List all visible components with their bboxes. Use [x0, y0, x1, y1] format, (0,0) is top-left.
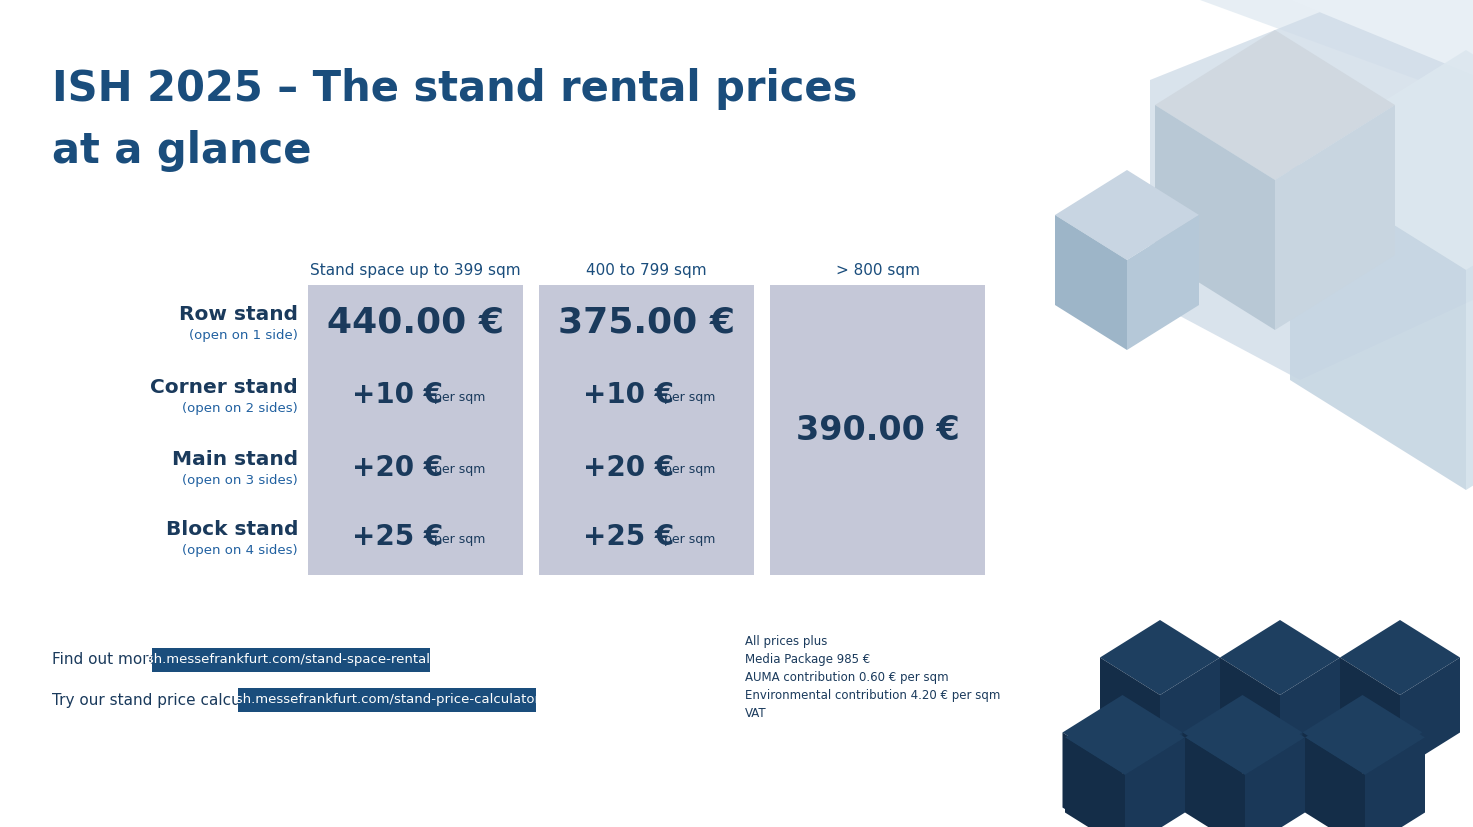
Polygon shape — [1365, 738, 1424, 827]
Polygon shape — [1062, 733, 1122, 827]
Polygon shape — [1100, 657, 1161, 770]
Text: Block stand: Block stand — [165, 520, 298, 539]
Text: All prices plus: All prices plus — [745, 635, 828, 648]
Text: (open on 1 side): (open on 1 side) — [189, 329, 298, 342]
Text: ish.messefrankfurt.com/stand-space-rentals: ish.messefrankfurt.com/stand-space-renta… — [144, 653, 437, 667]
Polygon shape — [1150, 0, 1473, 380]
Polygon shape — [1466, 160, 1473, 490]
Polygon shape — [1305, 700, 1424, 775]
Polygon shape — [1200, 0, 1473, 100]
Polygon shape — [1340, 620, 1460, 695]
Polygon shape — [1302, 733, 1363, 827]
Polygon shape — [1155, 105, 1276, 330]
Text: +10 €: +10 € — [352, 381, 443, 409]
Polygon shape — [1220, 620, 1340, 695]
Polygon shape — [1065, 738, 1125, 827]
Polygon shape — [1161, 657, 1220, 770]
FancyBboxPatch shape — [770, 285, 985, 575]
Text: +20 €: +20 € — [583, 454, 675, 481]
Polygon shape — [1399, 657, 1460, 770]
Text: Row stand: Row stand — [180, 305, 298, 324]
Text: per sqm: per sqm — [433, 533, 485, 546]
Polygon shape — [1183, 733, 1243, 827]
Text: Main stand: Main stand — [172, 450, 298, 469]
Text: 400 to 799 sqm: 400 to 799 sqm — [586, 263, 707, 278]
Text: per sqm: per sqm — [664, 463, 716, 476]
Polygon shape — [1305, 738, 1365, 827]
Text: at a glance: at a glance — [52, 130, 311, 172]
Polygon shape — [1065, 700, 1184, 775]
Polygon shape — [1062, 695, 1183, 770]
Polygon shape — [1055, 170, 1199, 260]
Text: Try our stand price calculator:: Try our stand price calculator: — [52, 692, 281, 708]
Text: (open on 2 sides): (open on 2 sides) — [183, 402, 298, 414]
Text: ISH 2025 – The stand rental prices: ISH 2025 – The stand rental prices — [52, 68, 857, 110]
Polygon shape — [1290, 0, 1473, 75]
Text: 440.00 €: 440.00 € — [327, 306, 504, 340]
Polygon shape — [1363, 733, 1423, 827]
Text: 390.00 €: 390.00 € — [795, 414, 959, 447]
Polygon shape — [1290, 160, 1466, 490]
FancyBboxPatch shape — [239, 688, 536, 712]
Text: (open on 3 sides): (open on 3 sides) — [183, 474, 298, 487]
Polygon shape — [1127, 215, 1199, 350]
Text: per sqm: per sqm — [433, 463, 485, 476]
Polygon shape — [1155, 30, 1395, 180]
Polygon shape — [1184, 738, 1245, 827]
Polygon shape — [1100, 620, 1220, 695]
Polygon shape — [1340, 657, 1399, 770]
Text: Stand space up to 399 sqm: Stand space up to 399 sqm — [311, 263, 521, 278]
Text: Find out more:: Find out more: — [52, 653, 164, 667]
Text: +20 €: +20 € — [352, 454, 443, 481]
Text: +10 €: +10 € — [583, 381, 675, 409]
Polygon shape — [1055, 215, 1127, 350]
Polygon shape — [1276, 105, 1395, 330]
FancyBboxPatch shape — [308, 285, 523, 575]
Text: > 800 sqm: > 800 sqm — [835, 263, 919, 278]
Polygon shape — [1243, 733, 1302, 827]
Polygon shape — [1220, 657, 1280, 770]
Polygon shape — [1125, 738, 1184, 827]
Text: per sqm: per sqm — [433, 390, 485, 404]
Text: (open on 4 sides): (open on 4 sides) — [183, 544, 298, 557]
FancyBboxPatch shape — [152, 648, 430, 672]
Polygon shape — [1302, 695, 1423, 770]
Text: VAT: VAT — [745, 707, 766, 720]
Text: AUMA contribution 0.60 € per sqm: AUMA contribution 0.60 € per sqm — [745, 671, 949, 684]
Text: ish.messefrankfurt.com/stand-price-calculator: ish.messefrankfurt.com/stand-price-calcu… — [233, 694, 541, 706]
Text: Environmental contribution 4.20 € per sqm: Environmental contribution 4.20 € per sq… — [745, 689, 1000, 702]
Text: Media Package 985 €: Media Package 985 € — [745, 653, 871, 666]
Polygon shape — [1183, 695, 1302, 770]
Polygon shape — [1245, 738, 1305, 827]
FancyBboxPatch shape — [539, 285, 754, 575]
Text: Corner stand: Corner stand — [150, 378, 298, 397]
Text: per sqm: per sqm — [664, 390, 716, 404]
Polygon shape — [1184, 700, 1305, 775]
Text: per sqm: per sqm — [664, 533, 716, 546]
Text: +25 €: +25 € — [583, 523, 675, 552]
Polygon shape — [1122, 733, 1183, 827]
Polygon shape — [1280, 657, 1340, 770]
Text: +25 €: +25 € — [352, 523, 443, 552]
Text: 375.00 €: 375.00 € — [558, 306, 735, 340]
Polygon shape — [1290, 50, 1473, 270]
